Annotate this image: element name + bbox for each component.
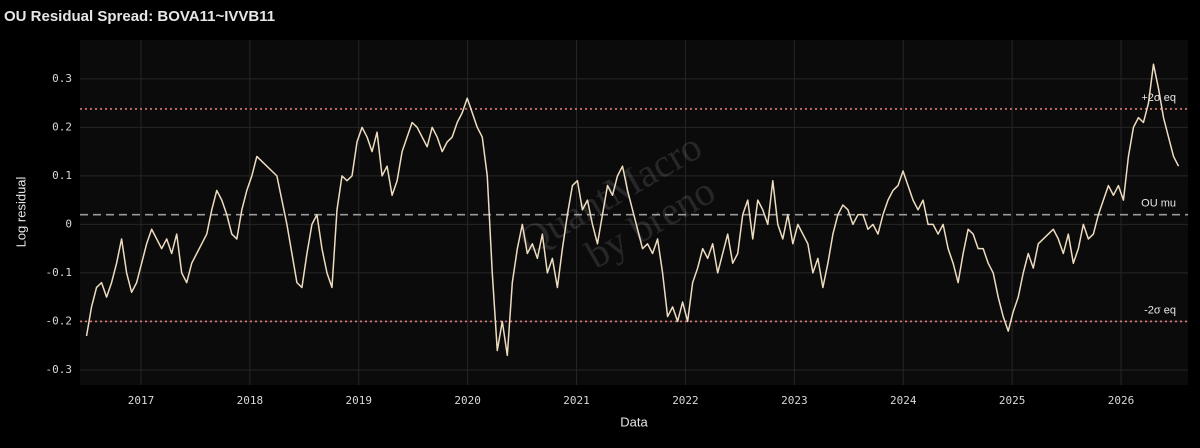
x-tick-label: 2020 bbox=[454, 394, 481, 407]
x-tick-label: 2017 bbox=[128, 394, 155, 407]
x-tick-label: 2021 bbox=[563, 394, 590, 407]
y-tick-label: 0.3 bbox=[52, 72, 72, 85]
chart-title: OU Residual Spread: BOVA11~IVVB11 bbox=[4, 8, 275, 25]
x-tick-label: 2026 bbox=[1108, 394, 1135, 407]
series-line bbox=[85, 63, 1180, 357]
reference-label: OU mu bbox=[1141, 198, 1176, 210]
x-tick-label: 2025 bbox=[999, 394, 1026, 407]
x-tick-label: 2024 bbox=[890, 394, 917, 407]
x-axis-label: Data bbox=[620, 414, 648, 429]
y-tick-label: 0.2 bbox=[52, 120, 72, 133]
y-tick-label: 0.1 bbox=[52, 169, 72, 182]
y-tick-label: -0.3 bbox=[46, 363, 73, 376]
plot-area bbox=[80, 40, 1188, 385]
y-tick-label: 0 bbox=[65, 217, 72, 230]
x-tick-label: 2022 bbox=[672, 394, 699, 407]
x-tick-label: 2019 bbox=[346, 394, 373, 407]
reference-label: -2σ eq bbox=[1144, 304, 1176, 316]
x-tick-label: 2023 bbox=[781, 394, 808, 407]
y-tick-label: -0.1 bbox=[46, 266, 73, 279]
x-tick-label: 2018 bbox=[237, 394, 264, 407]
y-tick-label: -0.2 bbox=[46, 314, 73, 327]
y-axis-label: Log residual bbox=[13, 176, 28, 247]
